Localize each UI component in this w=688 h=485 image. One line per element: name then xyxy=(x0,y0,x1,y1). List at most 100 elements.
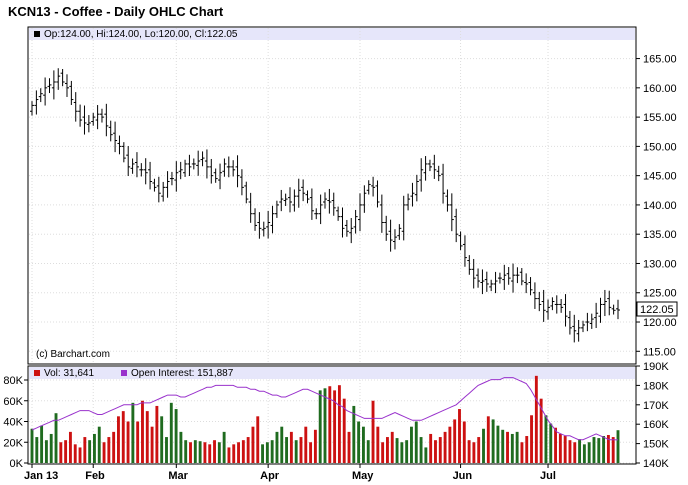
ohlc-bar xyxy=(191,158,196,170)
ohlc-bar xyxy=(357,193,362,232)
volume-bar xyxy=(107,437,111,463)
ohlc-bar xyxy=(152,178,157,192)
volume-bar xyxy=(563,436,567,463)
volume-bar xyxy=(213,440,216,463)
volume-y-axis: 0K 20K 40K 60K 80K xyxy=(3,375,28,470)
ohlc-bar xyxy=(449,193,454,232)
volume-bar xyxy=(448,426,452,463)
oi-tick-label: 170K xyxy=(643,400,669,412)
volume-bar xyxy=(606,434,610,463)
ohlc-bar xyxy=(489,279,494,292)
ohlc-bar xyxy=(327,188,332,214)
volume-bar xyxy=(261,444,264,463)
x-tick-label: Jul xyxy=(540,470,556,482)
volume-bar xyxy=(558,433,562,463)
volume-bar xyxy=(357,421,361,463)
ohlc-bar xyxy=(546,299,551,320)
volume-bar xyxy=(265,442,269,463)
watermark: (c) Barchart.com xyxy=(36,349,110,360)
ohlc-bar xyxy=(445,189,450,212)
ohlc-bar xyxy=(231,160,236,177)
ohlc-bar xyxy=(550,297,555,311)
volume-bar xyxy=(414,421,418,463)
volume-bar xyxy=(237,442,240,463)
ohlc-bar xyxy=(506,267,511,285)
volume-bar xyxy=(102,442,106,463)
ohlc-bar xyxy=(537,291,542,312)
ohlc-bar xyxy=(585,312,590,332)
volume-bar xyxy=(333,390,337,463)
volume-tick-label: 60K xyxy=(3,396,23,408)
ohlc-bar xyxy=(353,209,358,234)
price-tick-label: 115.00 xyxy=(643,346,676,358)
ohlc-bar xyxy=(34,90,39,115)
ohlc-bar xyxy=(371,176,376,197)
volume-bar xyxy=(366,440,370,463)
volume-bar xyxy=(323,388,327,463)
ohlc-bar xyxy=(314,208,319,220)
x-tick-label: Jan 13 xyxy=(24,470,58,482)
volume-bar xyxy=(501,429,505,463)
ohlc-bar xyxy=(349,217,354,244)
x-tick-label: Apr xyxy=(260,470,280,482)
ohlc-bar xyxy=(235,155,240,188)
volume-bar xyxy=(184,440,188,463)
ohlc-bar xyxy=(239,169,244,196)
volume-bar xyxy=(270,440,274,463)
ohlc-bar xyxy=(73,92,78,122)
ohlc-bar xyxy=(480,269,485,295)
volume-bar xyxy=(246,437,250,463)
ohlc-bar xyxy=(458,231,463,251)
ohlc-bar xyxy=(323,192,327,209)
ohlc-bar xyxy=(261,221,266,237)
x-tick-label: May xyxy=(352,470,374,482)
volume-bar xyxy=(141,400,144,463)
oi-tick-label: 160K xyxy=(643,419,669,431)
ohlc-bar xyxy=(288,187,293,213)
volume-bar xyxy=(453,419,457,463)
ohlc-bar xyxy=(30,101,34,116)
ohlc-bar xyxy=(432,154,437,179)
volume-bar xyxy=(54,413,58,463)
ohlc-bar xyxy=(301,179,306,202)
volume-bar xyxy=(313,429,317,463)
price-tick-label: 165.00 xyxy=(643,54,677,66)
ohlc-bar xyxy=(156,176,161,203)
ohlc-bar xyxy=(222,158,227,177)
volume-bar xyxy=(616,430,620,463)
price-tick-label: 135.00 xyxy=(643,229,677,241)
price-tick-label: 125.00 xyxy=(643,288,677,300)
ohlc-bar xyxy=(56,68,61,90)
volume-bar xyxy=(602,436,606,463)
ohlc-bar xyxy=(174,161,179,192)
volume-bar xyxy=(496,425,500,463)
ohlc-bar xyxy=(331,192,336,216)
volume-bar xyxy=(294,440,298,463)
ohlc-bar xyxy=(257,212,262,239)
volume-bar xyxy=(467,440,471,463)
volume-bar xyxy=(232,444,236,463)
volume-tick-label: 80K xyxy=(3,375,23,387)
ohlc-bar xyxy=(126,146,131,177)
ohlc-bar xyxy=(502,264,507,290)
ohlc-bar xyxy=(541,289,546,322)
price-tick-label: 130.00 xyxy=(643,258,677,270)
ohlc-bar xyxy=(379,194,384,233)
volume-bar xyxy=(554,427,557,463)
ohlc-bar xyxy=(244,181,249,204)
ohlc-bar xyxy=(336,206,341,221)
ohlc-bar xyxy=(279,189,284,212)
volume-tick-label: 20K xyxy=(3,437,23,449)
volume-bar xyxy=(299,437,303,463)
ohlc-bar xyxy=(493,271,498,294)
ohlc-bar xyxy=(178,161,183,180)
volume-bar xyxy=(544,415,548,463)
volume-bar xyxy=(534,375,538,463)
ohlc-bar xyxy=(497,272,502,284)
last-price-label: 122.05 xyxy=(640,304,674,316)
ohlc-bar xyxy=(226,156,231,178)
volume-bar xyxy=(169,402,173,463)
volume-bar xyxy=(573,442,577,463)
chart-title: KCN13 - Coffee - Daily OHLC Chart xyxy=(8,4,224,19)
ohlc-bar xyxy=(43,77,48,106)
